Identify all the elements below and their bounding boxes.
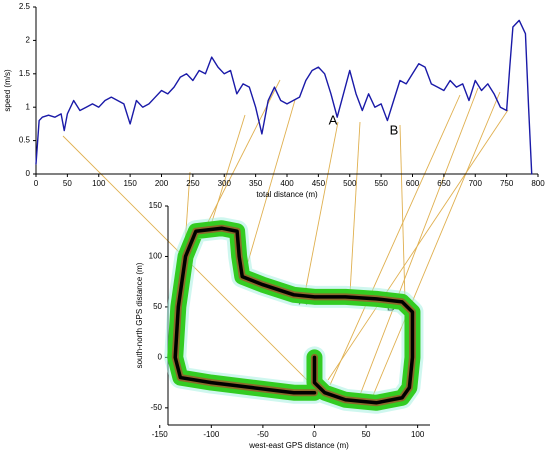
x-axis-label: total distance (m) [256,190,318,199]
y-tick-label: 150 [149,201,163,210]
y-tick-label: -50 [150,403,162,412]
y-tick-label: 1.5 [19,69,31,78]
y-tick-label: 50 [153,302,162,311]
x-tick-label: 400 [280,179,294,188]
y-tick-label: 1 [26,102,31,111]
y-tick-label: 0 [26,169,31,178]
annotation: B [390,122,399,137]
x-tick-label: 700 [469,179,483,188]
x-tick-label: 50 [63,179,72,188]
x-tick-label: -50 [257,430,269,439]
x-axis-label: west-east GPS distance (m) [248,441,349,450]
x-tick-label: 500 [343,179,357,188]
x-tick-label: 100 [92,179,106,188]
y-axis-label: speed (m/s) [3,69,12,112]
y-axis-label: south-north GPS distance (m) [135,262,144,368]
annotation: A [329,112,338,127]
x-tick-label: 0 [34,179,39,188]
track-glow [167,220,421,411]
x-tick-label: 0 [312,430,317,439]
speed-line [35,19,533,175]
x-tick-label: 150 [123,179,137,188]
y-tick-label: 2.5 [19,2,31,11]
x-tick-label: 100 [411,430,425,439]
track-line [173,226,415,405]
x-tick-label: 450 [312,179,326,188]
x-tick-label: 200 [155,179,169,188]
x-tick-label: 650 [437,179,451,188]
x-tick-label: -150 [152,430,169,439]
x-tick-label: 50 [362,430,371,439]
y-tick-label: 0.5 [19,136,31,145]
x-tick-label: -100 [203,430,220,439]
y-tick-label: 2 [26,36,31,45]
x-tick-label: 550 [374,179,388,188]
y-tick-label: 100 [149,252,163,261]
x-tick-label: 350 [249,179,263,188]
x-tick-label: 300 [218,179,232,188]
y-tick-label: 0 [158,352,163,361]
connector-lines [62,79,509,399]
x-tick-label: 250 [186,179,200,188]
x-tick-label: 800 [531,179,545,188]
x-tick-label: 750 [500,179,514,188]
x-tick-label: 600 [406,179,420,188]
